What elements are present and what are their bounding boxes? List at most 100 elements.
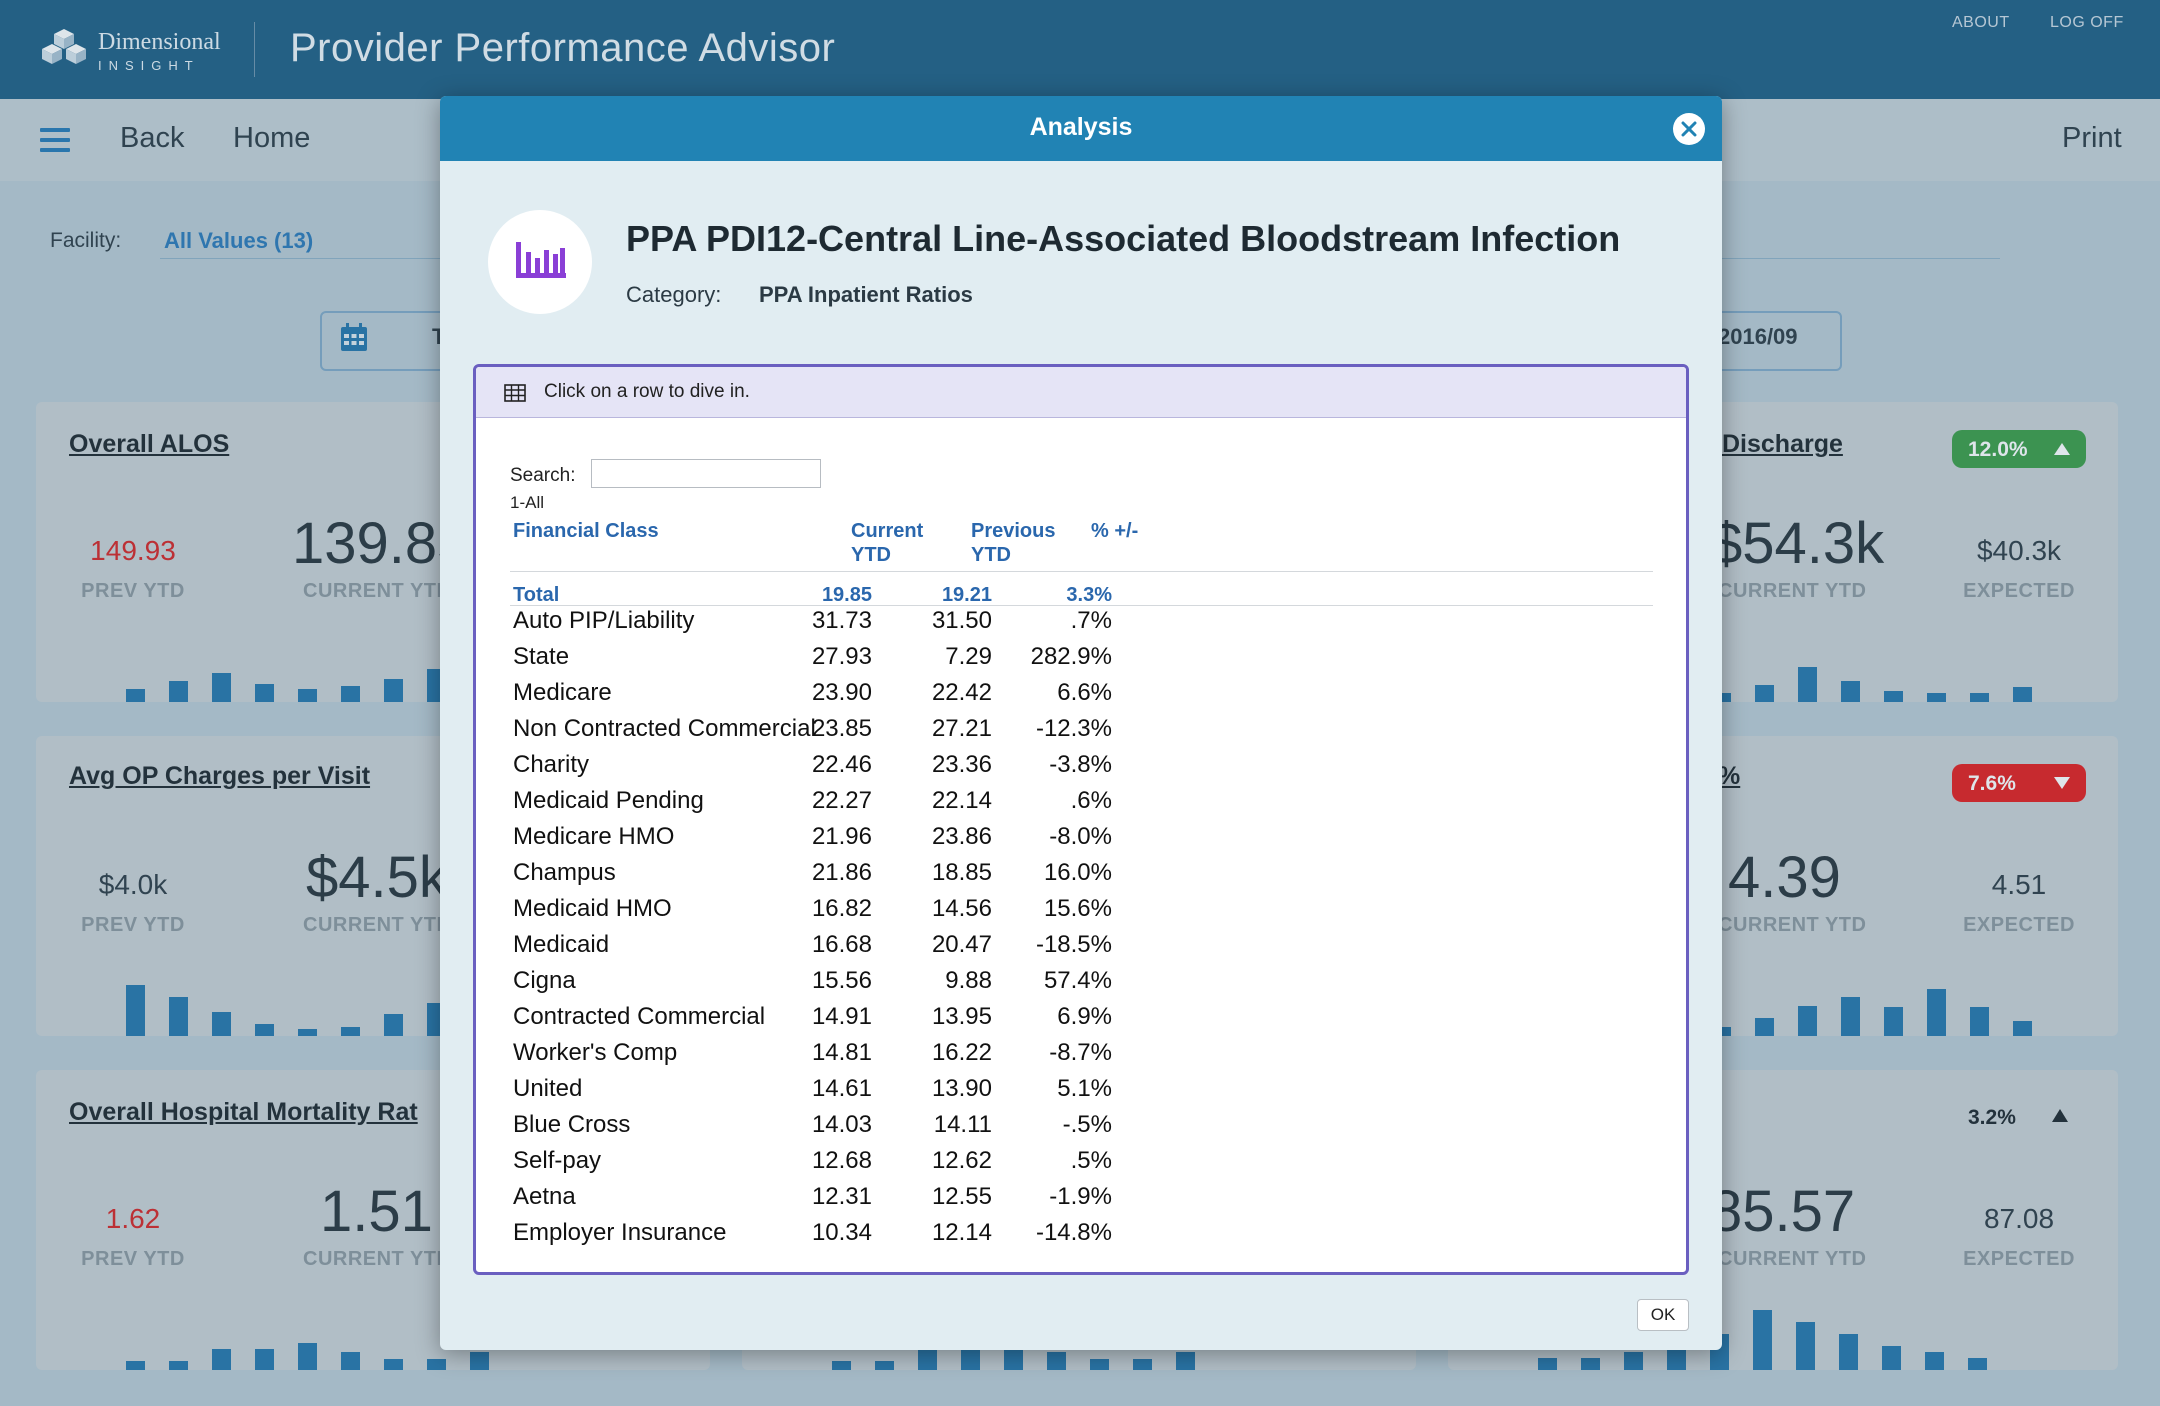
current-ytd-cell: 14.81 [811, 1039, 872, 1066]
previous-ytd-cell: 31.50 [931, 607, 992, 634]
card-title[interactable]: Discharge [1722, 430, 1843, 458]
expected-value: 4.51 [1991, 869, 2047, 900]
sparkline-bar [126, 689, 145, 702]
pct-change-cell: -18.5% [1035, 931, 1112, 958]
close-button[interactable] [1673, 113, 1705, 145]
sparkline-bar [1970, 1007, 1989, 1036]
table-row[interactable]: Medicare HMO 21.96 23.86 -8.0% [510, 823, 1230, 859]
variance-value: 12.0% [1968, 438, 2028, 461]
down-arrow-icon [2054, 777, 2070, 789]
financial-class-cell: State [513, 643, 570, 670]
card-title[interactable]: Overall ALOS [69, 430, 230, 458]
back-link[interactable]: Back [120, 122, 185, 154]
search-input[interactable] [591, 459, 821, 488]
table-row[interactable]: Cigna 15.56 9.88 57.4% [510, 967, 1230, 1003]
company-logo: Dimensional INSIGHT [40, 27, 240, 77]
ok-button[interactable]: OK [1637, 1299, 1689, 1331]
current-ytd-label: CURRENT YTD [1718, 1248, 1867, 1270]
sparkline [1538, 1310, 2078, 1370]
previous-ytd-cell: 12.62 [931, 1147, 992, 1174]
previous-ytd-cell: 19.21 [941, 584, 992, 606]
table-row[interactable]: Employer Insurance 10.34 12.14 -14.8% [510, 1219, 1230, 1255]
print-link[interactable]: Print [2062, 122, 2122, 154]
metric-icon [488, 210, 592, 314]
card-title[interactable]: % [1718, 762, 1741, 790]
pct-change-cell: 57.4% [1043, 967, 1112, 994]
calendar-icon[interactable] [340, 322, 368, 352]
column-header-financial-class[interactable]: Financial Class [513, 520, 659, 542]
table-row[interactable]: Blue Cross 14.03 14.11 -.5% [510, 1111, 1230, 1147]
previous-ytd-cell: 12.14 [931, 1219, 992, 1246]
sparkline-bar [1798, 1006, 1817, 1036]
menu-icon[interactable] [40, 128, 70, 152]
column-header-previous-line2: YTD [971, 544, 1011, 566]
table-row[interactable]: Aetna 12.31 12.55 -1.9% [510, 1183, 1230, 1219]
previous-ytd-cell: 23.86 [931, 823, 992, 850]
prev-ytd-value: $4.0k [98, 869, 168, 900]
financial-class-cell: Champus [513, 859, 616, 886]
pct-change-cell: .5% [1070, 1147, 1112, 1174]
financial-class-cell: Auto PIP/Liability [513, 607, 695, 634]
table-row[interactable]: Medicaid HMO 16.82 14.56 15.6% [510, 895, 1230, 931]
pct-change-cell: 6.9% [1057, 1003, 1112, 1030]
table-row[interactable]: Medicare 23.90 22.42 6.6% [510, 679, 1230, 715]
sparkline-bar [1090, 1359, 1109, 1370]
sparkline-bar [1927, 989, 1946, 1036]
financial-class-cell: United [513, 1075, 583, 1102]
table-row[interactable]: United 14.61 13.90 5.1% [510, 1075, 1230, 1111]
sparkline-bar [298, 1343, 317, 1370]
table-row[interactable]: State 27.93 7.29 282.9% [510, 643, 1230, 679]
table-row[interactable]: Worker's Comp 14.81 16.22 -8.7% [510, 1039, 1230, 1075]
table-row[interactable]: Medicaid 16.68 20.47 -18.5% [510, 931, 1230, 967]
table-row[interactable]: Self-pay 12.68 12.62 .5% [510, 1147, 1230, 1183]
sparkline-bar [1624, 1352, 1643, 1370]
sparkline-bar [1839, 1334, 1858, 1370]
column-header-previous-ytd[interactable]: Previous YTD [971, 519, 1055, 567]
expected-label: EXPECTED [1963, 1248, 2075, 1270]
pct-change-cell: 282.9% [1030, 643, 1112, 670]
table-row[interactable]: Non Contracted Commercial 23.85 27.21 -12.3… [510, 715, 1230, 751]
column-header-pct-change[interactable]: % +/- [1091, 520, 1139, 542]
table-row[interactable]: Auto PIP/Liability 31.73 31.50 .7% [510, 607, 1230, 643]
sparkline-bar [1884, 691, 1903, 702]
card-title[interactable]: Overall Hospital Mortality Rat [69, 1098, 418, 1126]
expected-label: EXPECTED [1963, 914, 2075, 936]
sparkline-bar [832, 1361, 851, 1370]
table-row[interactable]: Charity 22.46 23.36 -3.8% [510, 751, 1230, 787]
current-ytd-label: CURRENT YTD [303, 580, 452, 602]
card-title[interactable]: Avg OP Charges per Visit [69, 762, 371, 790]
sparkline-bar [1047, 1352, 1066, 1370]
pct-change-cell: 15.6% [1043, 895, 1112, 922]
sparkline-bar [341, 1352, 360, 1370]
sparkline-bar [169, 1361, 188, 1370]
current-ytd-cell: 21.86 [811, 859, 872, 886]
table-row[interactable]: Medicaid Pending 22.27 22.14 .6% [510, 787, 1230, 823]
panel-hint: Click on a row to dive in. [544, 381, 750, 402]
table-row[interactable]: Contracted Commercial 14.91 13.95 6.9% [510, 1003, 1230, 1039]
previous-ytd-cell: 27.21 [931, 715, 992, 742]
up-arrow-icon [2052, 1109, 2068, 1122]
table-row-total[interactable]: Total 19.85 19.21 3.3% [510, 581, 1230, 617]
pct-change-cell: -1.9% [1049, 1183, 1112, 1210]
sparkline-bar [341, 1027, 360, 1036]
sparkline-bar [255, 684, 274, 702]
about-link[interactable]: ABOUT [1952, 14, 2010, 31]
logoff-link[interactable]: LOG OFF [2050, 14, 2124, 31]
category-label: Category: [626, 282, 722, 307]
column-header-previous-line1: Previous [971, 520, 1056, 542]
sparkline-bar [341, 686, 360, 702]
current-ytd-cell: 23.85 [811, 715, 872, 742]
financial-class-cell: Cigna [513, 967, 576, 994]
table-row[interactable]: Champus 21.86 18.85 16.0% [510, 859, 1230, 895]
pct-change-cell: .6% [1070, 787, 1112, 814]
close-icon[interactable] [1681, 121, 1697, 137]
home-link[interactable]: Home [233, 122, 311, 154]
financial-class-cell: Worker's Comp [513, 1039, 678, 1066]
column-header-current-ytd[interactable]: Current YTD [851, 519, 923, 567]
current-ytd-value: $54.3k [1710, 511, 1885, 576]
current-ytd-cell: 14.91 [811, 1003, 872, 1030]
current-ytd-cell: 14.03 [811, 1111, 872, 1138]
variance-value: 7.6% [1968, 772, 2016, 795]
facility-filter[interactable]: All Values (13) [164, 228, 314, 253]
sparkline-bar [1176, 1352, 1195, 1370]
